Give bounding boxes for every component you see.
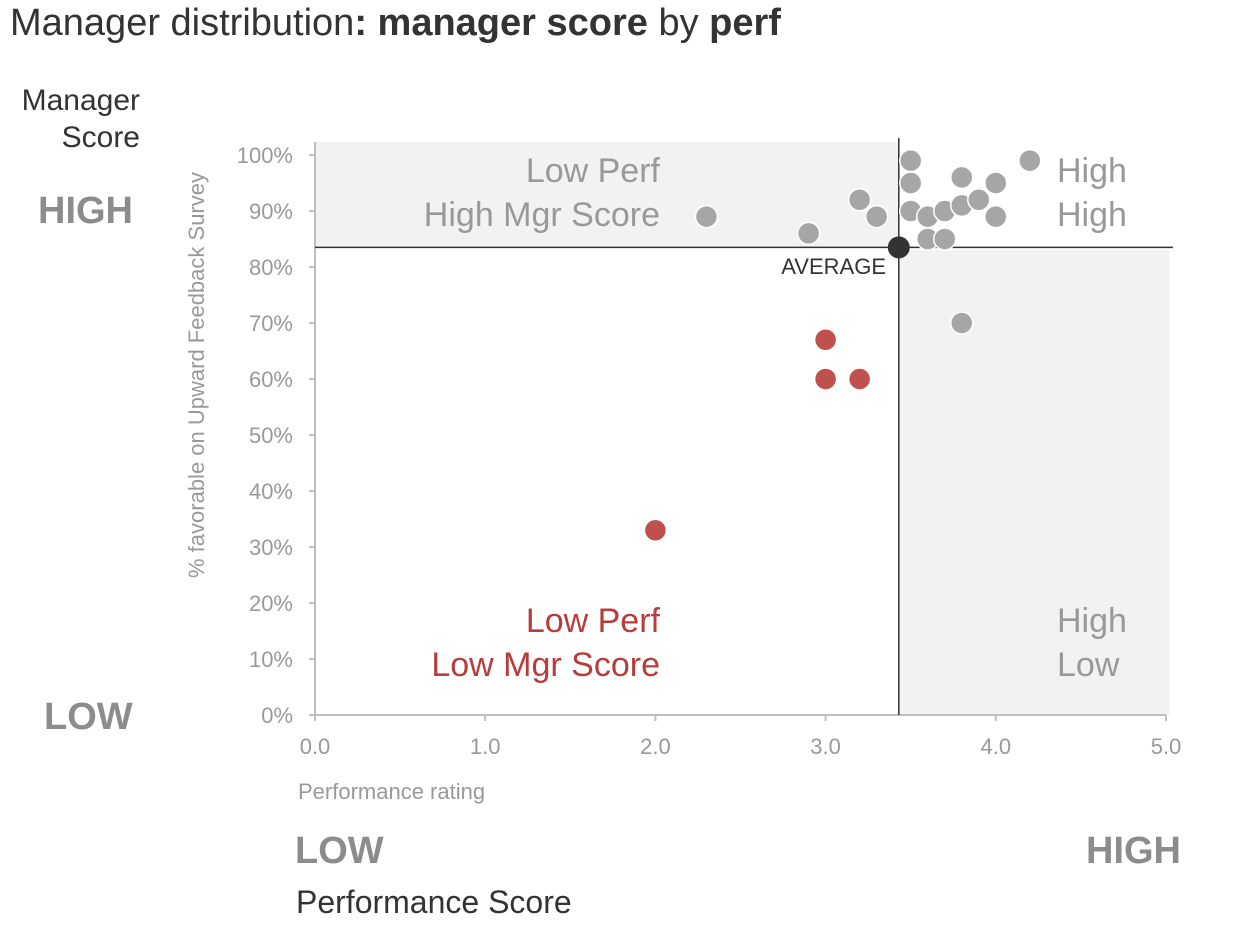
title-part-1: Manager distribution bbox=[10, 2, 355, 44]
title-part-2: : manager score bbox=[354, 2, 648, 44]
data-point-grey bbox=[984, 171, 1008, 195]
y-tick-label: 100% bbox=[237, 143, 293, 168]
y-tick-label: 0% bbox=[261, 703, 293, 728]
data-point-grey bbox=[932, 227, 957, 251]
title-part-4: perf bbox=[709, 2, 781, 44]
manager-score-label-line1: Manager bbox=[21, 84, 140, 117]
data-point-red bbox=[643, 518, 668, 542]
chart-title: Manager distribution: manager score by p… bbox=[10, 2, 781, 45]
data-point-grey bbox=[898, 148, 923, 173]
x-tick-label: 3.0 bbox=[810, 734, 841, 759]
average-label: AVERAGE bbox=[781, 254, 886, 279]
manager-score-label: Manager Score bbox=[10, 82, 140, 156]
data-point-red bbox=[813, 367, 838, 391]
y-tick-label: 20% bbox=[249, 591, 293, 616]
x-tick-label: 0.0 bbox=[300, 734, 331, 759]
x-axis-title: Performance rating bbox=[298, 779, 485, 804]
average-point bbox=[887, 236, 910, 259]
quadrant-label-top-left-2: High Mgr Score bbox=[424, 196, 660, 234]
x-tick-label: 5.0 bbox=[1151, 734, 1182, 759]
manager-score-label-line2: Score bbox=[61, 121, 140, 154]
data-point-grey bbox=[950, 165, 974, 190]
quadrant-label-bottom-right-1: High bbox=[1057, 602, 1127, 640]
title-part-3: by bbox=[647, 2, 710, 44]
y-tick-label: 30% bbox=[249, 535, 293, 560]
performance-high-label: HIGH bbox=[1086, 830, 1181, 872]
quadrant-shade-bottom-right bbox=[898, 250, 1169, 715]
y-tick-label: 90% bbox=[249, 199, 293, 224]
data-point-grey bbox=[898, 171, 923, 195]
data-point-red bbox=[813, 328, 838, 352]
quadrant-label-bottom-left-1: Low Perf bbox=[526, 602, 661, 640]
data-point-grey bbox=[847, 188, 872, 212]
quadrant-label-top-left-1: Low Perf bbox=[526, 152, 661, 190]
performance-low-label: LOW bbox=[295, 830, 384, 872]
data-point-grey bbox=[694, 204, 719, 229]
performance-score-label: Performance Score bbox=[296, 884, 572, 920]
quadrant-label-bottom-right-2: Low bbox=[1057, 646, 1120, 684]
y-axis-title: % favorable on Upward Feedback Survey bbox=[184, 172, 209, 578]
data-point-red bbox=[847, 367, 872, 391]
y-tick-label: 40% bbox=[249, 479, 293, 504]
data-point-grey bbox=[984, 204, 1008, 229]
y-tick-label: 60% bbox=[249, 367, 293, 392]
y-tick-label: 50% bbox=[249, 423, 293, 448]
quadrant-label-bottom-left-2: Low Mgr Score bbox=[431, 646, 660, 684]
data-point-grey bbox=[1018, 148, 1042, 173]
x-tick-label: 1.0 bbox=[470, 734, 501, 759]
y-tick-label: 70% bbox=[249, 311, 293, 336]
data-point-grey bbox=[950, 311, 974, 335]
manager-score-high-label: HIGH bbox=[38, 190, 133, 232]
data-point-grey bbox=[967, 188, 991, 212]
y-tick-label: 10% bbox=[249, 647, 293, 672]
data-point-grey bbox=[864, 204, 889, 229]
data-point-grey bbox=[796, 221, 821, 246]
x-tick-label: 4.0 bbox=[981, 734, 1012, 759]
quadrant-label-top-right-2: High bbox=[1057, 196, 1127, 234]
y-tick-label: 80% bbox=[249, 255, 293, 280]
quadrant-label-top-right-1: High bbox=[1057, 152, 1127, 190]
x-tick-label: 2.0 bbox=[640, 734, 671, 759]
manager-score-low-label: LOW bbox=[44, 696, 133, 738]
